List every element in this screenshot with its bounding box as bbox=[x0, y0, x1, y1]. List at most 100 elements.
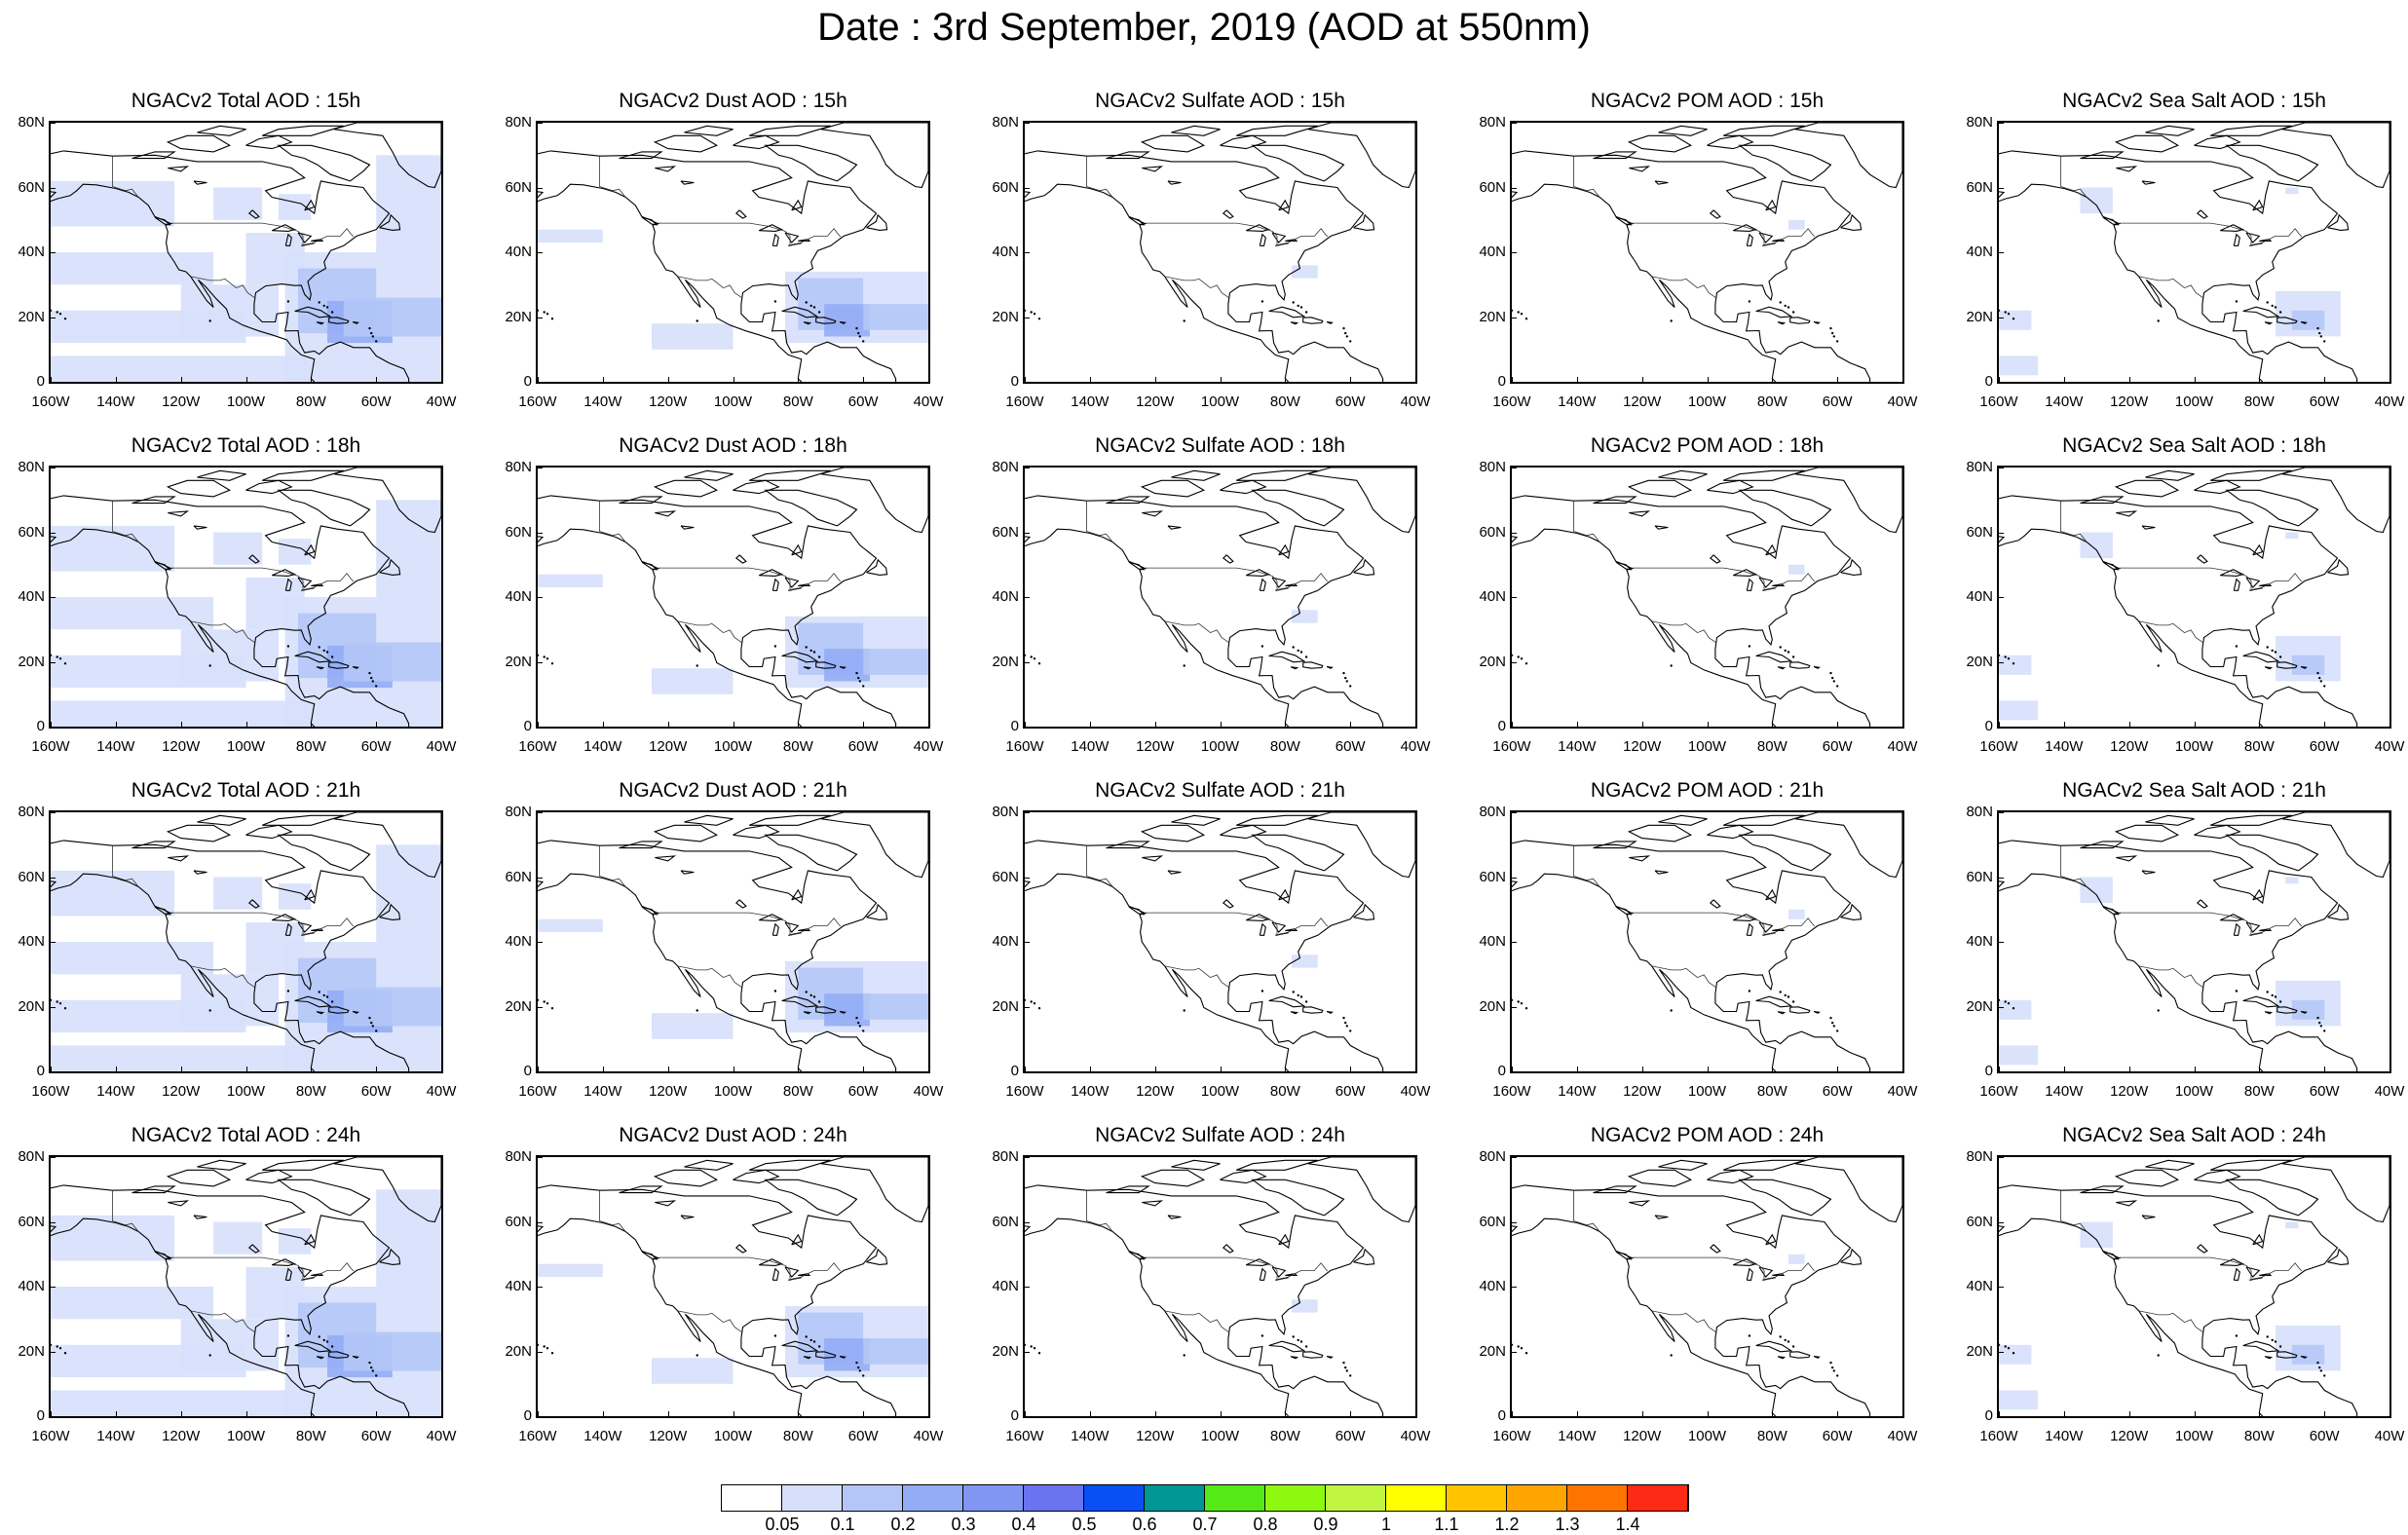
lat-tick-label: 0 bbox=[1984, 373, 1993, 390]
lon-tick-mark bbox=[1641, 1411, 1643, 1418]
lon-tick-label: 120W bbox=[2110, 1083, 2149, 1100]
lon-tick-mark bbox=[2259, 377, 2261, 384]
lat-tick-label: 40N bbox=[1479, 243, 1506, 260]
lon-tick-label: 160W bbox=[31, 1083, 70, 1100]
lat-tick-mark bbox=[49, 1221, 56, 1223]
lat-tick-mark bbox=[1023, 1416, 1030, 1417]
aod-shading bbox=[51, 870, 174, 917]
lon-tick-label: 140W bbox=[1558, 1083, 1597, 1100]
aod-shading bbox=[863, 1338, 928, 1365]
lon-tick-mark bbox=[1999, 722, 2000, 729]
aod-shading bbox=[180, 284, 279, 337]
aod-shading bbox=[376, 844, 441, 943]
lat-tick-label: 20N bbox=[1966, 997, 1993, 1015]
lon-tick-label: 60W bbox=[360, 1083, 392, 1100]
lon-tick-label: 160W bbox=[1492, 738, 1531, 755]
colorbar-label: 0.5 bbox=[1072, 1515, 1097, 1534]
lon-tick-label: 80W bbox=[782, 393, 813, 410]
colorbar-label: 0.1 bbox=[830, 1515, 855, 1534]
map-frame bbox=[536, 121, 930, 384]
lon-tick-label: 160W bbox=[31, 738, 70, 755]
colorbar-label: 0.9 bbox=[1313, 1515, 1338, 1534]
aod-shading bbox=[376, 155, 441, 253]
map-panel: NGACv2 POM AOD : 24h 80N 60N 40N 20N 0 160W 140… bbox=[1461, 1124, 1917, 1465]
lat-tick-label: 20N bbox=[1966, 1342, 1993, 1360]
aod-shading bbox=[51, 942, 214, 975]
lon-tick-mark bbox=[1641, 1067, 1643, 1073]
aod-shading bbox=[824, 993, 870, 1027]
lat-tick-mark bbox=[1023, 1006, 1030, 1008]
aod-shading bbox=[863, 993, 928, 1020]
panel-title: NGACv2 Sea Salt AOD : 24h bbox=[2062, 1124, 2326, 1146]
lat-tick-mark bbox=[536, 661, 543, 663]
lon-tick-mark bbox=[311, 1411, 313, 1418]
lat-tick-mark bbox=[1997, 123, 2004, 124]
lat-tick-label: 60N bbox=[992, 178, 1019, 196]
lon-tick-label: 60W bbox=[1335, 738, 1366, 755]
lat-tick-label: 80N bbox=[992, 1148, 1019, 1165]
map-frame bbox=[1023, 466, 1417, 729]
lat-tick-label: 20N bbox=[505, 308, 532, 325]
lat-tick-label: 60N bbox=[18, 868, 45, 885]
lon-tick-label: 140W bbox=[2045, 1083, 2084, 1100]
lon-tick-mark bbox=[1154, 377, 1156, 384]
lon-tick-label: 100W bbox=[1200, 1428, 1240, 1444]
panel-title: NGACv2 Sea Salt AOD : 21h bbox=[2062, 779, 2326, 802]
lat-tick-label: 40N bbox=[1966, 933, 1993, 950]
lon-tick-mark bbox=[1089, 1411, 1091, 1418]
lat-tick-mark bbox=[1997, 661, 2004, 663]
lat-tick-label: 60N bbox=[1966, 868, 1993, 885]
lon-tick-mark bbox=[798, 722, 800, 729]
lon-tick-label: 100W bbox=[226, 738, 266, 755]
aod-shading bbox=[2291, 310, 2325, 330]
lon-tick-label: 160W bbox=[1979, 1083, 2018, 1100]
aod-shading bbox=[213, 1221, 263, 1254]
map-panel: NGACv2 POM AOD : 18h 80N 60N 40N 20N 0 160W 140… bbox=[1461, 434, 1917, 775]
lat-tick-label: 80N bbox=[18, 1148, 45, 1165]
lat-tick-mark bbox=[1997, 812, 2004, 813]
lon-tick-mark bbox=[1285, 1411, 1287, 1418]
lat-tick-mark bbox=[1997, 1157, 2004, 1158]
lon-tick-mark bbox=[115, 377, 117, 384]
lat-tick-label: 0 bbox=[1984, 718, 1993, 734]
aod-shading bbox=[2291, 1344, 2325, 1365]
lon-tick-mark bbox=[1512, 377, 1513, 384]
lon-tick-label: 40W bbox=[1887, 1083, 1918, 1100]
map-frame bbox=[1023, 1155, 1417, 1418]
lon-tick-mark bbox=[863, 377, 865, 384]
aod-shading bbox=[1999, 356, 2039, 376]
lat-tick-label: 40N bbox=[992, 243, 1019, 260]
lon-tick-mark bbox=[2389, 377, 2390, 384]
lon-tick-mark bbox=[798, 377, 800, 384]
lon-tick-label: 60W bbox=[1335, 1083, 1366, 1100]
lon-tick-label: 120W bbox=[1623, 1083, 1662, 1100]
lat-tick-label: 80N bbox=[1479, 1148, 1506, 1165]
lat-tick-label: 0 bbox=[1497, 1407, 1506, 1424]
lon-tick-mark bbox=[602, 1067, 604, 1073]
aod-shading bbox=[213, 877, 263, 910]
lat-tick-mark bbox=[536, 942, 543, 943]
lon-tick-label: 60W bbox=[847, 1428, 879, 1444]
lat-tick-label: 80N bbox=[1966, 459, 1993, 475]
lat-tick-mark bbox=[1997, 252, 2004, 253]
lat-tick-label: 60N bbox=[1479, 178, 1506, 196]
lon-tick-mark bbox=[1350, 1411, 1352, 1418]
lon-tick-mark bbox=[1415, 377, 1416, 384]
lat-tick-mark bbox=[49, 1416, 56, 1417]
lat-tick-label: 80N bbox=[505, 1148, 532, 1165]
colorbar-label: 0.05 bbox=[765, 1515, 800, 1534]
lat-tick-mark bbox=[536, 1006, 543, 1008]
lon-tick-label: 40W bbox=[2374, 738, 2405, 755]
aod-shading bbox=[1292, 610, 1318, 623]
lon-tick-mark bbox=[538, 1411, 539, 1418]
map-panel: NGACv2 Sulfate AOD : 21h 80N 60N 40N 20N 0 160… bbox=[974, 779, 1430, 1120]
aod-shading bbox=[213, 532, 263, 565]
lon-tick-mark bbox=[376, 1067, 378, 1073]
lon-tick-label: 160W bbox=[1005, 738, 1044, 755]
colorbar-swatch bbox=[1326, 1485, 1386, 1511]
aod-shading bbox=[343, 1331, 441, 1371]
map-frame bbox=[49, 121, 443, 384]
lon-tick-mark bbox=[376, 1411, 378, 1418]
lon-tick-label: 80W bbox=[782, 1428, 813, 1444]
map-panel: NGACv2 Dust AOD : 15h 80N 60N 40N 20N 0 160W 14… bbox=[487, 90, 943, 431]
